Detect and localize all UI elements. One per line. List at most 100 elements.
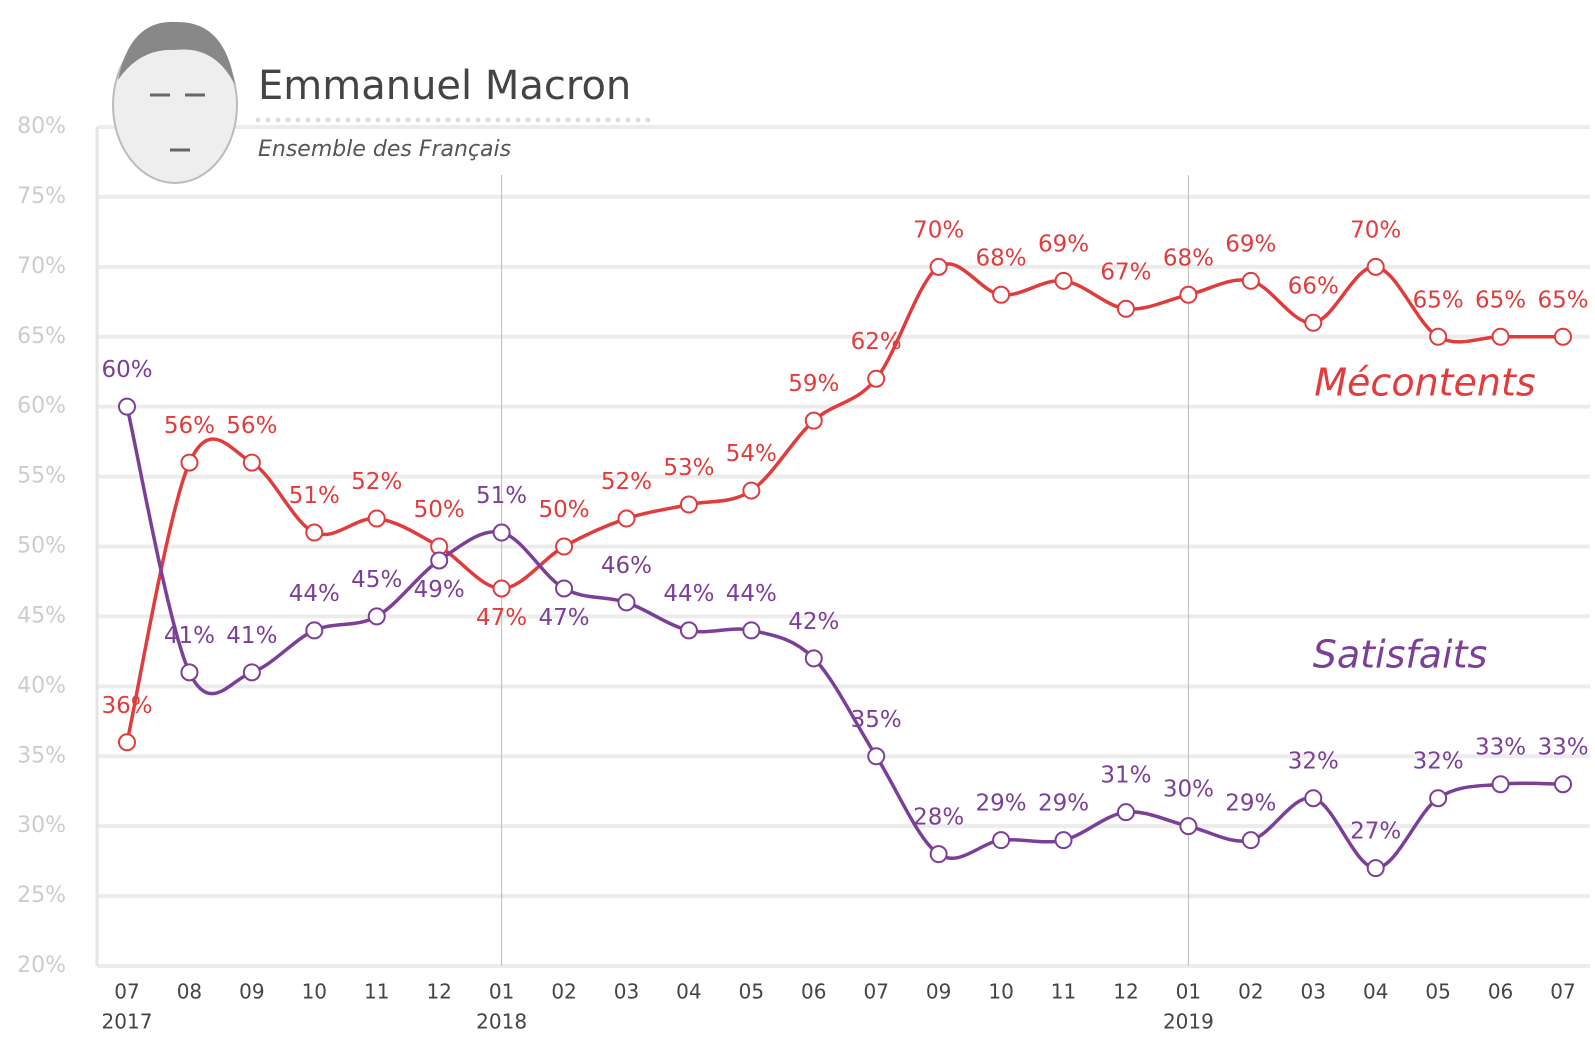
y-tick-label: 60%	[17, 394, 66, 419]
data-label: 29%	[1038, 791, 1089, 817]
point	[119, 399, 135, 415]
point	[1430, 790, 1446, 806]
point	[1056, 273, 1072, 289]
point	[1368, 259, 1384, 275]
legend-label: Mécontents	[1314, 361, 1535, 405]
data-label: 33%	[1537, 735, 1588, 761]
x-tick-label: 12	[426, 980, 451, 1004]
data-label: 68%	[1163, 245, 1214, 271]
x-tick-label: 07	[863, 980, 888, 1004]
data-label: 41%	[226, 623, 277, 649]
data-label: 51%	[476, 483, 527, 509]
data-label: 28%	[913, 805, 964, 831]
data-label: 51%	[289, 483, 340, 509]
chart-subtitle: Ensemble des Français	[258, 137, 511, 162]
x-tick-label: 04	[676, 980, 701, 1004]
page: Emmanuel Macron Ensemble des Français 20…	[0, 0, 1595, 1037]
point	[181, 455, 197, 471]
data-label: 36%	[101, 693, 152, 719]
y-tick-label: 30%	[17, 813, 66, 838]
x-tick-label: 02	[1238, 980, 1263, 1004]
point	[431, 552, 447, 568]
data-label: 65%	[1537, 287, 1588, 313]
y-tick-label: 70%	[17, 254, 66, 279]
data-label: 50%	[538, 497, 589, 523]
data-label: 54%	[726, 441, 777, 467]
x-tick-label: 09	[239, 980, 264, 1004]
data-label: 67%	[1100, 259, 1151, 285]
y-tick-label: 35%	[17, 743, 66, 768]
data-label: 42%	[788, 609, 839, 635]
x-tick-label: 05	[1425, 980, 1450, 1004]
x-tick-label: 10	[302, 980, 327, 1004]
x-tick-label: 11	[364, 980, 389, 1004]
data-label: 56%	[164, 413, 215, 439]
x-tick-label: 01	[1176, 980, 1201, 1004]
data-label: 50%	[414, 497, 465, 523]
data-label: 31%	[1100, 763, 1151, 789]
data-label: 52%	[601, 469, 652, 495]
point	[931, 259, 947, 275]
point	[1243, 273, 1259, 289]
data-label: 70%	[913, 217, 964, 243]
point	[556, 580, 572, 596]
x-tick-label: 05	[739, 980, 764, 1004]
x-tick-label: 11	[1051, 980, 1076, 1004]
year-label: 2018	[476, 1010, 527, 1034]
x-tick-label: 07	[1550, 980, 1575, 1004]
point	[806, 413, 822, 429]
y-tick-label: 55%	[17, 464, 66, 489]
point	[494, 525, 510, 541]
point	[1368, 860, 1384, 876]
point	[1118, 301, 1134, 317]
point	[1305, 790, 1321, 806]
x-tick-label: 06	[801, 980, 826, 1004]
portrait	[113, 22, 237, 183]
data-label: 32%	[1413, 749, 1464, 775]
data-label: 53%	[663, 455, 714, 481]
data-label: 49%	[414, 577, 465, 603]
x-tick-label: 09	[926, 980, 951, 1004]
x-tick-label: 12	[1113, 980, 1138, 1004]
x-tick-label: 01	[489, 980, 514, 1004]
point	[119, 734, 135, 750]
point	[618, 511, 634, 527]
data-label: 44%	[663, 581, 714, 607]
data-label: 70%	[1350, 217, 1401, 243]
data-label: 44%	[289, 581, 340, 607]
data-label: 33%	[1475, 735, 1526, 761]
point	[556, 539, 572, 555]
point	[743, 622, 759, 638]
data-label: 65%	[1413, 287, 1464, 313]
point	[1493, 776, 1509, 792]
point	[181, 664, 197, 680]
data-label: 69%	[1038, 231, 1089, 257]
data-label: 45%	[351, 567, 402, 593]
point	[306, 525, 322, 541]
data-label: 44%	[726, 581, 777, 607]
data-label: 41%	[164, 623, 215, 649]
point	[993, 287, 1009, 303]
data-label: 30%	[1163, 777, 1214, 803]
point	[244, 455, 260, 471]
year-label: 2019	[1163, 1010, 1214, 1034]
data-label: 62%	[851, 329, 902, 355]
x-tick-label: 08	[177, 980, 202, 1004]
point	[993, 832, 1009, 848]
point	[369, 608, 385, 624]
x-tick-label: 03	[1301, 980, 1326, 1004]
data-label: 35%	[851, 707, 902, 733]
data-label: 60%	[101, 357, 152, 383]
y-tick-label: 40%	[17, 673, 66, 698]
point	[306, 622, 322, 638]
data-label: 46%	[601, 553, 652, 579]
chart: Emmanuel Macron Ensemble des Français 20…	[0, 0, 1595, 1037]
x-tick-label: 07	[114, 980, 139, 1004]
x-tick-label: 02	[551, 980, 576, 1004]
y-tick-label: 75%	[17, 184, 66, 209]
data-label: 27%	[1350, 819, 1401, 845]
data-label: 52%	[351, 469, 402, 495]
point	[1056, 832, 1072, 848]
point	[931, 846, 947, 862]
data-label: 47%	[538, 605, 589, 631]
